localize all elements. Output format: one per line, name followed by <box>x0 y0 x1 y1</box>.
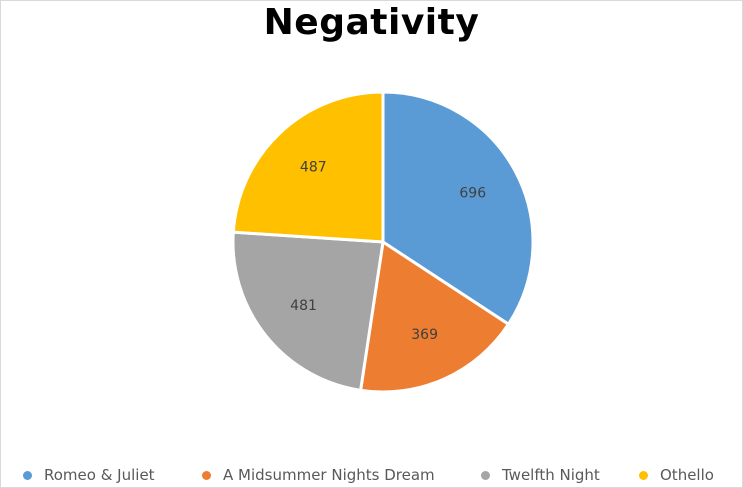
pie-slice-othello <box>231 90 385 244</box>
data-label-othello: 487 <box>300 160 327 176</box>
legend-marker-othello <box>639 470 648 480</box>
pie-slice-twelfth-night <box>231 230 385 392</box>
legend-item-romeo-juliet: Romeo & Juliet <box>23 466 155 484</box>
legend-label-twelfth-night: Twelfth Night <box>502 466 600 484</box>
chart-title: Negativity <box>263 2 480 43</box>
legend-label-othello: Othello <box>660 466 714 484</box>
legend-label-romeo-juliet: Romeo & Juliet <box>44 466 155 484</box>
legend-label-midsummer: A Midsummer Nights Dream <box>223 466 435 484</box>
pie-slice-midsummer <box>359 240 510 394</box>
legend-item-midsummer: A Midsummer Nights Dream <box>202 466 435 484</box>
data-label-twelfth-night: 481 <box>290 298 317 314</box>
pie-slices <box>231 90 535 394</box>
data-label-romeo-juliet: 696 <box>459 186 486 202</box>
legend-marker-midsummer <box>202 470 211 480</box>
data-label-midsummer: 369 <box>411 327 438 343</box>
legend-item-twelfth-night: Twelfth Night <box>481 466 600 484</box>
chart-legend: Romeo & Juliet A Midsummer Nights Dream … <box>0 466 743 486</box>
legend-marker-twelfth-night <box>481 470 490 480</box>
pie-data-labels: 696 369 481 487 <box>290 160 486 344</box>
legend-item-othello: Othello <box>639 466 714 484</box>
legend-marker-romeo-juliet <box>23 470 32 480</box>
